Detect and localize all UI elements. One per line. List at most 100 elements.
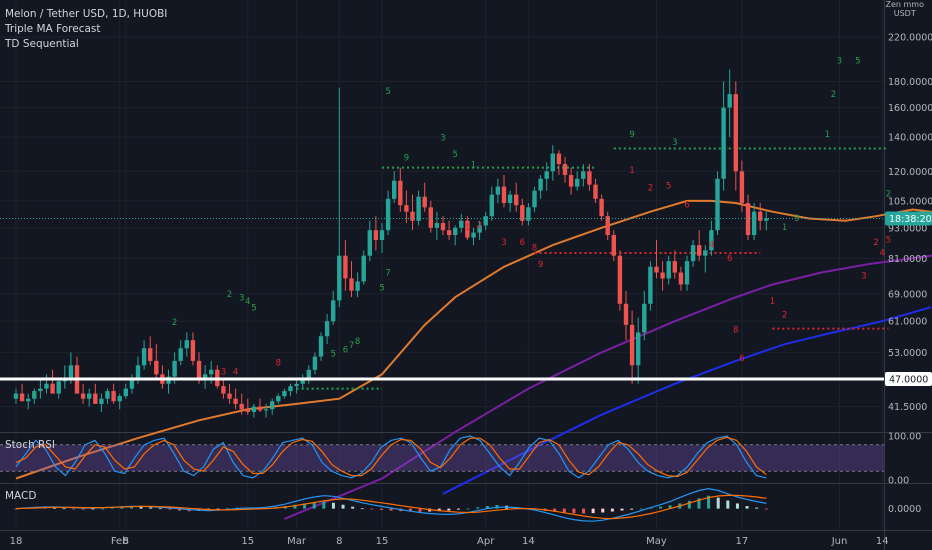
chart-legend: Melon / Tether USD, 1D, HUOBI Triple MA …	[5, 7, 167, 52]
price-tick-6: 93.0000	[888, 223, 927, 234]
candle-body-21	[141, 348, 147, 366]
candle-body-28	[184, 340, 189, 349]
td-label-36: 9	[794, 214, 799, 224]
candle-body-66	[416, 196, 421, 221]
macd-hist-32	[322, 501, 326, 509]
rsi-d-line	[15, 436, 767, 478]
td-label-3: 5	[452, 150, 457, 160]
quote-currency: USDT	[893, 9, 916, 18]
candle-body-86	[538, 178, 543, 191]
candle-body-67	[422, 196, 427, 208]
candle-body-58	[367, 230, 372, 256]
symbol-title[interactable]: Melon / Tether USD, 1D, HUOBI	[5, 8, 168, 20]
td-label-7: 4	[245, 297, 250, 307]
macd-hist-37	[370, 508, 374, 510]
macd-hist-75	[735, 503, 739, 509]
macd-hist-34	[341, 504, 345, 509]
td-label-16: 1	[465, 223, 470, 233]
quote-currency-badge[interactable]: Zen mmo USDT	[886, 0, 925, 18]
candle-body-110	[684, 261, 690, 285]
time-tick-3: 15	[241, 536, 254, 547]
macd-hist-15	[158, 508, 162, 510]
candle-body-91	[568, 175, 574, 187]
time-tick-5: 8	[336, 536, 342, 547]
candle-body-100	[623, 303, 629, 325]
macd-hist-68	[668, 505, 672, 509]
candle-body-122	[758, 211, 763, 221]
macd-hist-36	[360, 508, 364, 510]
candle-body-113	[703, 250, 708, 256]
td-label-26: 3	[672, 138, 677, 148]
time-axis[interactable]: 18Feb815Mar815Apr14May17Jun14Jul19	[10, 536, 932, 547]
td-label-18: 3	[501, 238, 506, 248]
stoch-rsi-label[interactable]: Stoch RSI	[5, 439, 56, 451]
candle-body-89	[556, 153, 562, 165]
candle-body-3	[32, 391, 37, 399]
macd-hist-10	[110, 507, 114, 509]
td-label-14: 5	[379, 284, 384, 294]
price-tick-5: 105.0000	[888, 196, 932, 207]
candle-body-6	[50, 383, 55, 394]
candle-body-75	[471, 232, 476, 238]
candle-body-103	[642, 303, 647, 333]
macd-label[interactable]: MACD	[5, 490, 37, 502]
candle-body-52	[331, 300, 336, 322]
macd-hist-72	[707, 495, 711, 509]
candle-body-41	[263, 409, 269, 411]
td-label-8: 5	[251, 304, 256, 314]
indicator-td-sequential[interactable]: TD Sequential	[5, 38, 79, 50]
macd-hist-65	[639, 508, 643, 510]
time-tick-2: 8	[123, 536, 129, 547]
candle-body-83	[520, 205, 525, 221]
td-label-2: 3	[440, 133, 445, 143]
candle-body-4	[38, 388, 43, 392]
candle-body-85	[532, 190, 537, 208]
candle-body-53	[337, 255, 342, 301]
price-tick-4: 120.0000	[888, 167, 932, 178]
td-label-17: 2	[477, 221, 482, 231]
candle-body-116	[721, 107, 726, 179]
macd-hist-77	[755, 507, 759, 509]
td-label-47: 2	[886, 190, 891, 200]
candle-body-48	[306, 369, 311, 379]
macd-hist-0	[14, 508, 18, 510]
candle-body-20	[135, 365, 141, 379]
candle-body-63	[398, 180, 403, 206]
macd-hist-45	[447, 508, 451, 511]
td-label-40: 5	[855, 57, 860, 67]
td-label-32: 6	[727, 254, 732, 264]
candle-body-31	[202, 374, 208, 379]
macd-hist-7	[81, 508, 85, 510]
td-label-44: 5	[886, 236, 891, 246]
macd-hist-46	[456, 508, 460, 510]
price-axis[interactable]: 220.0000180.0000160.0000140.0000120.0000…	[0, 33, 932, 516]
candle-body-22	[148, 348, 153, 361]
candle-body-94	[587, 171, 592, 185]
candle-body-120	[745, 203, 751, 236]
candle-body-55	[349, 278, 354, 291]
candle-body-65	[410, 211, 415, 221]
candle-body-73	[459, 220, 464, 228]
candle-body-87	[544, 171, 549, 179]
macd-hist-33	[331, 502, 335, 509]
td-label-29: 5	[666, 182, 671, 192]
candle-body-106	[660, 272, 665, 279]
candle-body-34	[221, 386, 226, 394]
candle-body-119	[739, 171, 745, 204]
macd-hist-6	[72, 508, 76, 510]
indicator-triple-ma[interactable]: Triple MA Forecast	[5, 23, 101, 35]
price-badge-0: 18:38:20	[889, 214, 932, 225]
candle-body-80	[501, 186, 507, 204]
candle-body-1	[19, 393, 25, 402]
macd-hist-12	[129, 506, 133, 509]
td-label-34: 6	[739, 354, 744, 364]
price-badge-1: 47.0000	[889, 374, 928, 385]
price-tick-0: 220.0000	[888, 33, 932, 44]
td-label-15: 7	[385, 268, 390, 278]
td-label-43: 2	[873, 238, 878, 248]
candle-body-81	[507, 194, 513, 204]
candle-body-30	[196, 360, 202, 379]
td-label-39: 3	[837, 57, 842, 67]
